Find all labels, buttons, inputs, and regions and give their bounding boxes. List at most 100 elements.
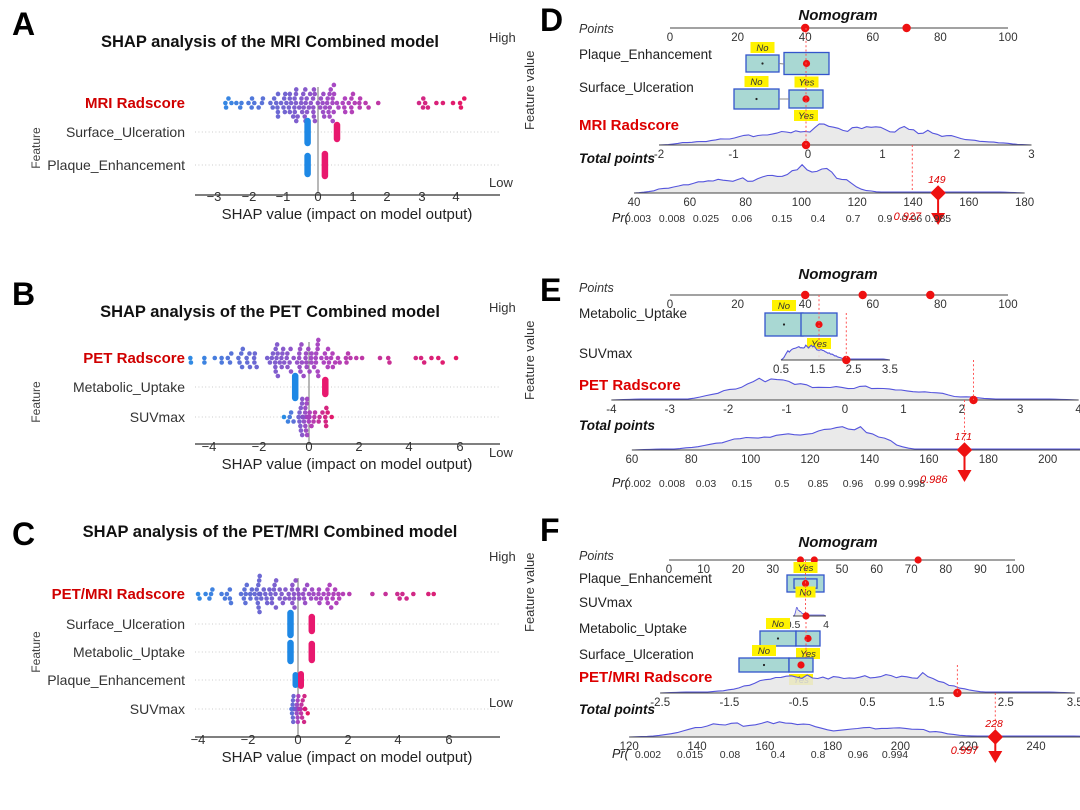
svg-text:No: No bbox=[758, 646, 770, 657]
svg-text:40: 40 bbox=[628, 197, 641, 209]
svg-text:160: 160 bbox=[959, 197, 978, 209]
svg-text:4: 4 bbox=[394, 732, 401, 747]
svg-text:No: No bbox=[799, 588, 811, 599]
svg-text:0: 0 bbox=[667, 32, 673, 44]
svg-text:4: 4 bbox=[405, 439, 412, 454]
svg-text:80: 80 bbox=[739, 197, 752, 209]
svg-text:-1: -1 bbox=[728, 149, 738, 161]
svg-text:120: 120 bbox=[848, 197, 867, 209]
svg-text:Pr(: Pr( bbox=[612, 747, 631, 761]
svg-text:3.5: 3.5 bbox=[1067, 697, 1080, 709]
svg-text:0.96: 0.96 bbox=[848, 749, 869, 761]
svg-text:0.9: 0.9 bbox=[878, 213, 893, 225]
svg-text:Metabolic_Uptake: Metabolic_Uptake bbox=[73, 644, 185, 660]
svg-text:180: 180 bbox=[979, 454, 998, 466]
svg-text:SHAP value (impact on model ou: SHAP value (impact on model output) bbox=[222, 456, 473, 473]
svg-text:Nomogram: Nomogram bbox=[798, 266, 877, 283]
svg-text:2: 2 bbox=[355, 439, 362, 454]
svg-text:−2: −2 bbox=[241, 732, 256, 747]
svg-text:Feature: Feature bbox=[29, 127, 43, 169]
svg-text:0.5: 0.5 bbox=[860, 697, 876, 709]
svg-text:-1.5: -1.5 bbox=[719, 697, 739, 709]
svg-text:2: 2 bbox=[954, 149, 960, 161]
svg-text:SUVmax: SUVmax bbox=[579, 595, 633, 610]
svg-text:60: 60 bbox=[866, 32, 879, 44]
svg-text:4: 4 bbox=[823, 619, 829, 631]
svg-text:0: 0 bbox=[805, 149, 811, 161]
svg-text:100: 100 bbox=[741, 454, 760, 466]
svg-text:100: 100 bbox=[998, 299, 1017, 311]
svg-text:Feature: Feature bbox=[29, 381, 43, 423]
svg-text:Total points: Total points bbox=[579, 418, 655, 433]
svg-text:2.5: 2.5 bbox=[846, 364, 862, 376]
svg-text:No: No bbox=[772, 619, 784, 630]
svg-text:140: 140 bbox=[903, 197, 922, 209]
svg-text:0.5: 0.5 bbox=[773, 364, 789, 376]
svg-text:0.85: 0.85 bbox=[808, 478, 829, 490]
svg-text:-1: -1 bbox=[781, 404, 791, 416]
svg-text:Nomogram: Nomogram bbox=[798, 534, 877, 551]
svg-text:0.994: 0.994 bbox=[882, 749, 908, 761]
svg-text:90: 90 bbox=[974, 564, 987, 576]
svg-text:3: 3 bbox=[1017, 404, 1023, 416]
svg-text:0.03: 0.03 bbox=[696, 478, 717, 490]
svg-text:1.5: 1.5 bbox=[809, 364, 825, 376]
svg-text:60: 60 bbox=[626, 454, 639, 466]
svg-text:0.08: 0.08 bbox=[720, 749, 741, 761]
svg-text:1: 1 bbox=[349, 189, 356, 204]
svg-text:-3: -3 bbox=[665, 404, 675, 416]
svg-text:PET/MRI Radscore: PET/MRI Radscore bbox=[52, 586, 185, 603]
svg-text:0.4: 0.4 bbox=[811, 213, 826, 225]
svg-text:0.025: 0.025 bbox=[693, 213, 719, 225]
svg-text:SUVmax: SUVmax bbox=[579, 346, 633, 361]
svg-text:1: 1 bbox=[879, 149, 885, 161]
svg-text:228: 228 bbox=[984, 718, 1003, 730]
svg-text:0.99: 0.99 bbox=[875, 478, 896, 490]
svg-text:0.997: 0.997 bbox=[951, 745, 979, 757]
svg-text:40: 40 bbox=[799, 32, 812, 44]
svg-text:0.008: 0.008 bbox=[659, 478, 685, 490]
svg-text:−1: −1 bbox=[276, 189, 291, 204]
svg-text:1: 1 bbox=[900, 404, 906, 416]
svg-text:0.15: 0.15 bbox=[732, 478, 753, 490]
svg-text:0: 0 bbox=[305, 439, 312, 454]
svg-text:50: 50 bbox=[836, 564, 849, 576]
svg-text:SHAP value (impact on model ou: SHAP value (impact on model output) bbox=[222, 749, 473, 766]
svg-text:Total points: Total points bbox=[579, 702, 655, 717]
svg-text:180: 180 bbox=[1015, 197, 1034, 209]
svg-text:0.5: 0.5 bbox=[775, 478, 790, 490]
svg-text:6: 6 bbox=[456, 439, 463, 454]
svg-text:Nomogram: Nomogram bbox=[798, 7, 877, 24]
svg-text:0.003: 0.003 bbox=[625, 213, 651, 225]
svg-text:Metabolic_Uptake: Metabolic_Uptake bbox=[579, 621, 687, 636]
svg-text:MRI Radscore: MRI Radscore bbox=[579, 117, 679, 134]
svg-text:Plaque_Enhancement: Plaque_Enhancement bbox=[47, 672, 185, 688]
svg-text:2.5: 2.5 bbox=[998, 697, 1014, 709]
svg-text:6: 6 bbox=[445, 732, 452, 747]
svg-text:Surface_Ulceration: Surface_Ulceration bbox=[66, 124, 185, 140]
svg-text:40: 40 bbox=[799, 299, 812, 311]
svg-text:0.002: 0.002 bbox=[625, 478, 651, 490]
svg-text:Feature: Feature bbox=[29, 631, 43, 673]
svg-text:80: 80 bbox=[685, 454, 698, 466]
svg-text:100: 100 bbox=[1005, 564, 1024, 576]
svg-text:100: 100 bbox=[998, 32, 1017, 44]
svg-text:4: 4 bbox=[452, 189, 459, 204]
svg-text:Points: Points bbox=[579, 22, 614, 36]
svg-text:60: 60 bbox=[866, 299, 879, 311]
svg-text:-0.5: -0.5 bbox=[789, 697, 809, 709]
svg-text:171: 171 bbox=[955, 431, 973, 443]
svg-text:-2: -2 bbox=[723, 404, 733, 416]
svg-text:160: 160 bbox=[919, 454, 938, 466]
svg-text:0.986: 0.986 bbox=[920, 474, 948, 486]
svg-text:PET Radscore: PET Radscore bbox=[83, 350, 185, 367]
svg-text:3: 3 bbox=[1028, 149, 1034, 161]
svg-text:−2: −2 bbox=[242, 189, 257, 204]
svg-text:0.96: 0.96 bbox=[843, 478, 864, 490]
svg-text:30: 30 bbox=[766, 564, 779, 576]
svg-text:0: 0 bbox=[842, 404, 848, 416]
svg-text:0.002: 0.002 bbox=[635, 749, 661, 761]
svg-text:Metabolic_Uptake: Metabolic_Uptake bbox=[73, 379, 185, 395]
svg-text:Yes: Yes bbox=[799, 78, 815, 89]
svg-text:2: 2 bbox=[383, 189, 390, 204]
